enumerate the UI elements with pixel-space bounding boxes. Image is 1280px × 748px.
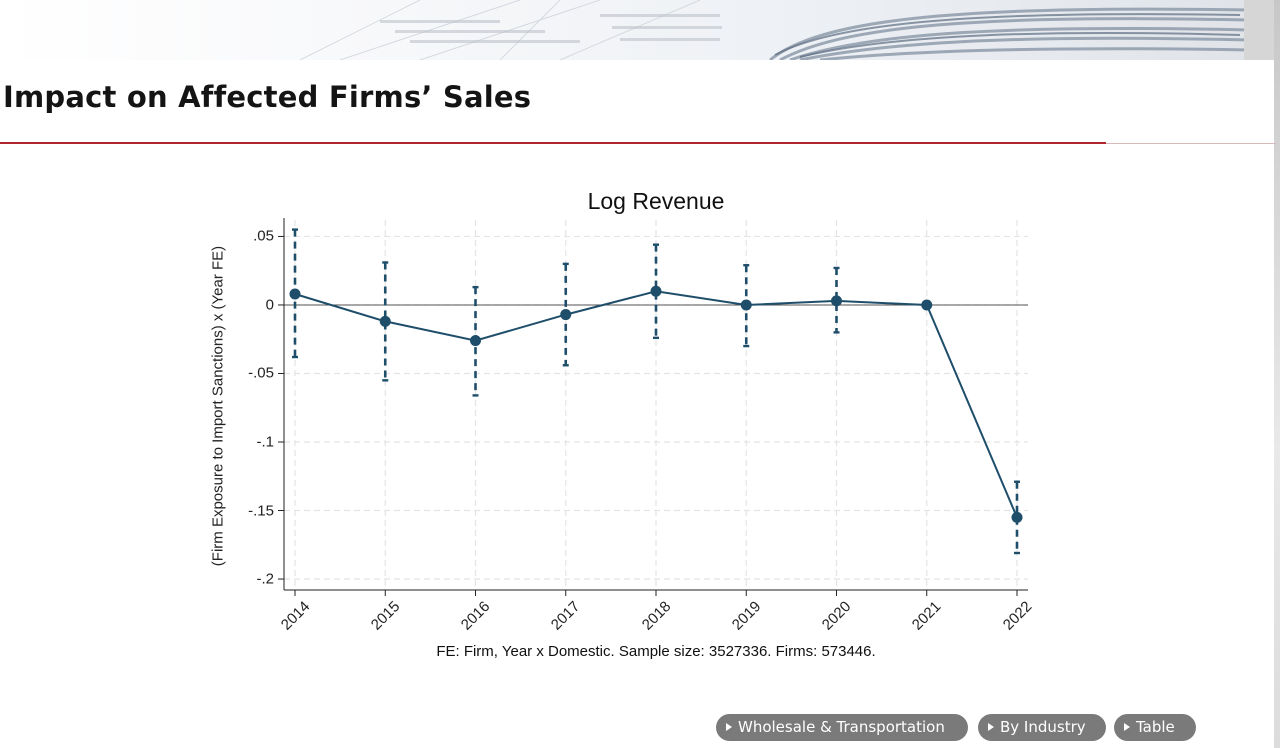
data-point [740, 299, 752, 311]
nav-button-label: By Industry [1000, 718, 1086, 736]
chart-title: Log Revenue [587, 188, 725, 214]
data-point [650, 285, 662, 297]
data-point [379, 315, 391, 327]
y-tick-label: .05 [253, 227, 274, 245]
data-point [560, 309, 572, 321]
title-divider-tail [1106, 143, 1276, 144]
data-point [1011, 511, 1023, 523]
chart-plot-svg [278, 218, 1028, 596]
chart: Log Revenue (Firm Exposure to Import San… [200, 180, 1040, 670]
y-tick-label: -.2 [256, 570, 274, 588]
play-icon [1124, 723, 1130, 731]
data-point [921, 299, 933, 311]
nav-button-label: Table [1136, 718, 1175, 736]
chart-note: FE: Firm, Year x Domestic. Sample size: … [436, 643, 876, 660]
data-point [831, 295, 842, 307]
play-icon [988, 723, 994, 731]
y-tick-label: 0 [265, 296, 274, 314]
play-icon [726, 723, 732, 731]
y-tick-label: -.15 [248, 502, 274, 520]
nav-button-by-industry[interactable]: By Industry [978, 714, 1106, 741]
nav-button-table[interactable]: Table [1114, 714, 1196, 741]
nav-button-label: Wholesale & Transportation [738, 718, 945, 736]
nav-button-wholesale-transportation[interactable]: Wholesale & Transportation [716, 714, 968, 741]
data-point [289, 288, 301, 300]
slide-title: Impact on Affected Firms’ Sales [3, 80, 532, 114]
y-tick-label: -.05 [248, 364, 274, 382]
y-tick-label: -.1 [256, 433, 274, 451]
header-banner-image [0, 0, 1280, 60]
slide-edge [1274, 0, 1280, 748]
data-point [470, 335, 481, 347]
title-divider [0, 142, 1106, 144]
